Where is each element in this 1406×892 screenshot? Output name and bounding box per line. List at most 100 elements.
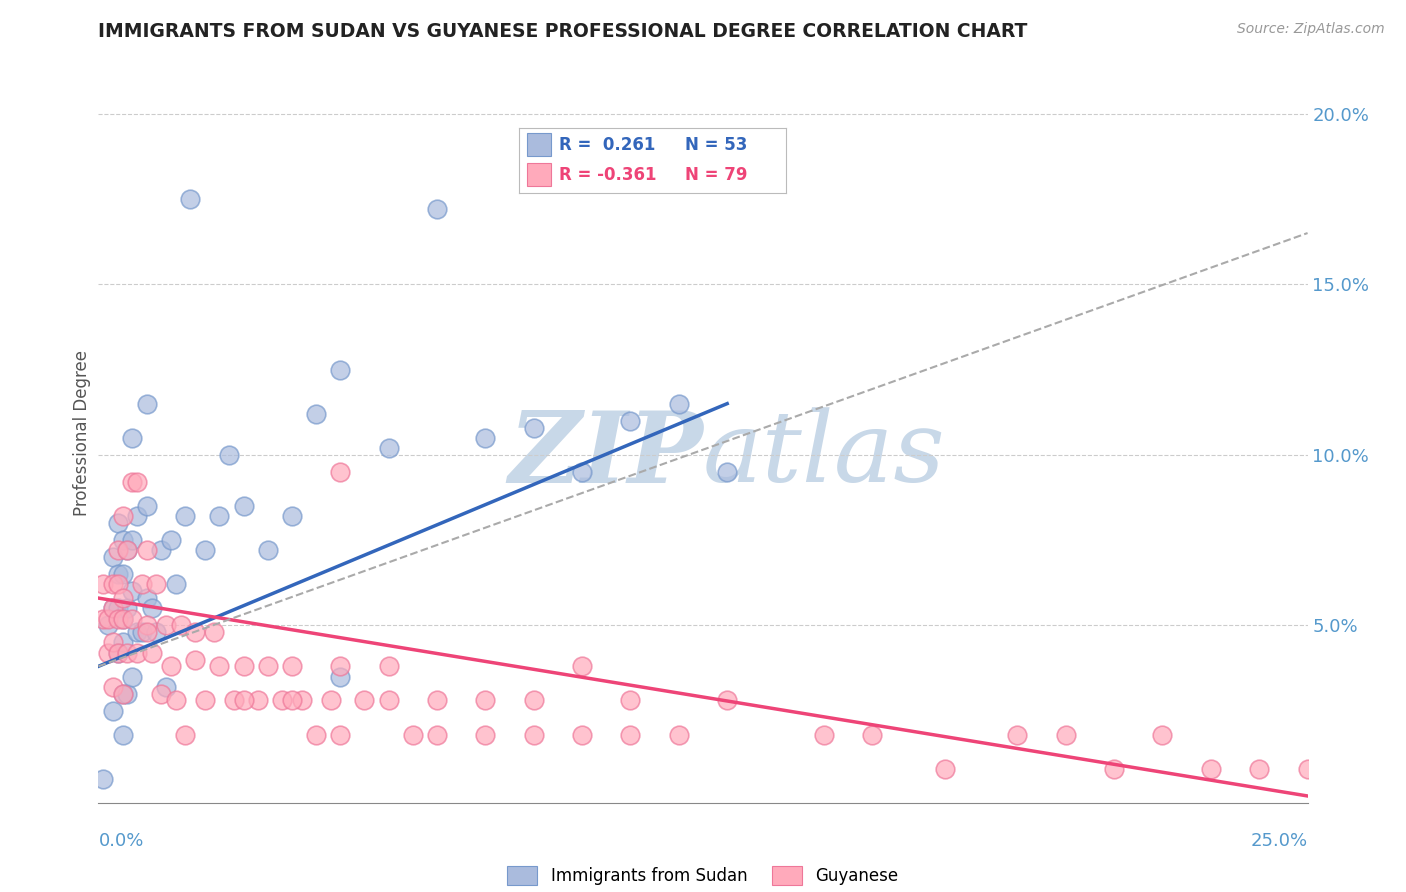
Point xyxy=(1152,728,1174,742)
Point xyxy=(111,509,134,524)
Point xyxy=(101,550,124,565)
Point xyxy=(934,762,956,776)
Point xyxy=(165,577,187,591)
Point xyxy=(107,646,129,660)
Point xyxy=(179,192,201,206)
Point xyxy=(184,625,207,640)
Point xyxy=(117,543,139,558)
Point xyxy=(91,611,114,625)
Point xyxy=(121,611,143,625)
Point xyxy=(117,543,139,558)
Point xyxy=(523,728,546,742)
Point xyxy=(1007,728,1029,742)
Point xyxy=(571,728,593,742)
Point xyxy=(127,509,149,524)
Point xyxy=(160,659,183,673)
Point xyxy=(97,646,120,660)
Point xyxy=(353,693,375,707)
Point xyxy=(121,669,143,683)
Point xyxy=(145,625,167,640)
Text: 25.0%: 25.0% xyxy=(1250,832,1308,850)
Point xyxy=(208,509,231,524)
Point xyxy=(169,618,191,632)
Point xyxy=(281,509,304,524)
Point xyxy=(571,465,593,479)
Point xyxy=(121,533,143,547)
Point xyxy=(111,533,134,547)
Point xyxy=(145,577,167,591)
Point xyxy=(101,577,124,591)
Point xyxy=(165,693,187,707)
Point xyxy=(141,646,163,660)
Point xyxy=(111,687,134,701)
Point xyxy=(135,625,157,640)
Point xyxy=(474,431,496,445)
Point xyxy=(194,543,217,558)
Point xyxy=(256,543,278,558)
Point xyxy=(256,659,278,673)
Text: IMMIGRANTS FROM SUDAN VS GUYANESE PROFESSIONAL DEGREE CORRELATION CHART: IMMIGRANTS FROM SUDAN VS GUYANESE PROFES… xyxy=(98,22,1028,41)
Point xyxy=(1296,762,1319,776)
Point xyxy=(426,728,449,742)
Point xyxy=(619,693,641,707)
Point xyxy=(131,577,153,591)
Point xyxy=(91,772,114,786)
Point xyxy=(127,646,149,660)
Point xyxy=(111,687,134,701)
Point xyxy=(329,659,352,673)
FancyBboxPatch shape xyxy=(527,163,551,186)
Point xyxy=(271,693,294,707)
Point xyxy=(426,202,449,216)
Point xyxy=(131,625,153,640)
Point xyxy=(232,499,254,513)
Point xyxy=(619,414,641,428)
Legend: Immigrants from Sudan, Guyanese: Immigrants from Sudan, Guyanese xyxy=(501,859,905,892)
Point xyxy=(319,693,342,707)
Point xyxy=(121,475,143,489)
Point xyxy=(117,646,139,660)
Point xyxy=(571,659,593,673)
Point xyxy=(208,659,231,673)
Point xyxy=(117,601,139,615)
Point xyxy=(160,533,183,547)
Point xyxy=(222,693,245,707)
Point xyxy=(1102,762,1125,776)
Point xyxy=(281,693,304,707)
Point xyxy=(107,567,129,582)
Point xyxy=(329,362,352,376)
Y-axis label: Professional Degree: Professional Degree xyxy=(73,350,91,516)
Point xyxy=(426,693,449,707)
Point xyxy=(305,728,328,742)
Point xyxy=(121,431,143,445)
Point xyxy=(111,728,134,742)
Point xyxy=(290,693,312,707)
Point xyxy=(247,693,270,707)
Text: ZIP: ZIP xyxy=(508,407,703,503)
Point xyxy=(135,396,157,410)
Point xyxy=(523,420,546,434)
Text: N = 53: N = 53 xyxy=(685,136,747,153)
Point xyxy=(281,659,304,673)
Point xyxy=(523,693,546,707)
Point xyxy=(135,591,157,606)
Text: N = 79: N = 79 xyxy=(685,166,747,184)
Point xyxy=(474,693,496,707)
Point xyxy=(474,728,496,742)
Point xyxy=(141,601,163,615)
Point xyxy=(107,577,129,591)
Point xyxy=(101,601,124,615)
Point xyxy=(97,611,120,625)
Point xyxy=(232,693,254,707)
Point xyxy=(107,611,129,625)
Text: 0.0%: 0.0% xyxy=(98,832,143,850)
Point xyxy=(174,728,197,742)
Point xyxy=(204,625,226,640)
Point xyxy=(111,611,134,625)
Point xyxy=(174,509,197,524)
Point xyxy=(107,516,129,530)
Point xyxy=(107,601,129,615)
Point xyxy=(377,693,399,707)
Point xyxy=(668,396,690,410)
Point xyxy=(150,543,173,558)
Point xyxy=(111,591,134,606)
